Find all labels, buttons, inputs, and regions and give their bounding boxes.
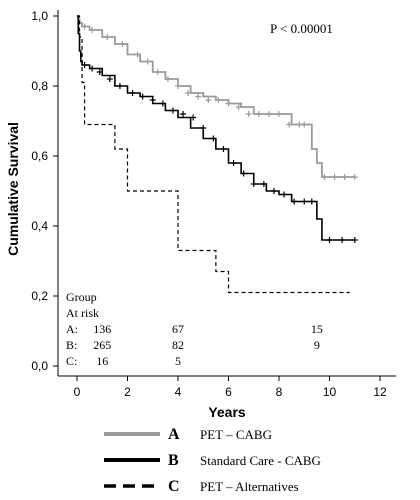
y-tick-label: 0,8: [31, 79, 48, 93]
p-value-annotation: P < 0.00001: [270, 21, 333, 36]
at-risk-table: Group At risk A: 136 67 15 B: 265 82 9 C: 16 5: [66, 290, 323, 368]
x-tick-label: 0: [74, 385, 81, 399]
censor-mark-b: [339, 237, 346, 243]
censor-mark-a: [144, 58, 151, 65]
censor-mark-b: [200, 125, 207, 131]
legend-key-c: C: [168, 478, 180, 495]
legend-key-a: A: [168, 426, 180, 443]
at-risk-row-label-3: C:: [66, 354, 77, 368]
censor-mark-a: [175, 83, 181, 89]
y-ticks: 0,0 0,2 0,4 0,6 0,8 1,0: [31, 9, 58, 373]
x-tick-label: 2: [124, 385, 131, 399]
censor-mark-a: [164, 76, 171, 82]
censor-mark-b: [129, 90, 136, 96]
survival-curve-c: [77, 15, 350, 294]
legend-key-b: B: [168, 452, 179, 469]
censor-mark-b: [106, 76, 113, 82]
at-risk-count: 5: [175, 354, 181, 368]
censor-mark-a: [331, 174, 338, 180]
censor-mark-a: [245, 111, 252, 117]
censor-mark-a: [134, 51, 141, 58]
censor-mark-b: [116, 83, 123, 89]
censor-mark-a: [225, 100, 232, 107]
y-tick-label: 1,0: [31, 9, 48, 23]
y-tick-label: 0,2: [31, 289, 48, 303]
at-risk-count: 265: [93, 338, 111, 352]
x-tick-label: 10: [323, 385, 337, 399]
y-axis-title: Cumulative Survival: [5, 122, 21, 256]
at-risk-count: 82: [172, 338, 184, 352]
censor-mark-b: [169, 107, 176, 114]
at-risk-count: 9: [314, 338, 320, 352]
at-risk-count: 136: [93, 322, 111, 336]
censor-mark-a: [235, 104, 242, 110]
censor-mark-b: [190, 114, 197, 121]
censor-mark-a: [351, 174, 358, 180]
censor-mark-a: [286, 121, 293, 128]
x-ticks: 0 2 4 6 8 10 12: [74, 376, 387, 399]
legend-label-b: Standard Care - CABG: [200, 453, 321, 468]
censor-mark-b: [301, 198, 308, 205]
censor-mark-b: [149, 97, 156, 103]
censor-mark-a: [154, 69, 161, 75]
censor-mark-b: [220, 146, 227, 152]
censor-mark-b: [326, 237, 333, 243]
censor-mark-a: [321, 174, 328, 180]
censor-mark-b: [270, 188, 277, 194]
x-tick-label: 8: [276, 385, 283, 399]
censor-mark-b: [250, 181, 257, 187]
legend: A PET – CABG B Standard Care - CABG C PET – A…: [104, 426, 321, 495]
censor-mark-a: [89, 27, 96, 33]
legend-label-c: PET – Alternatives: [200, 479, 299, 494]
censor-mark-b: [139, 93, 146, 100]
censor-mark-b: [230, 160, 237, 166]
x-tick-label: 4: [175, 385, 182, 399]
x-axis-title: Years: [208, 404, 246, 420]
censor-mark-b: [308, 198, 315, 205]
censor-mark-a: [296, 121, 303, 128]
censor-mark-b: [180, 111, 187, 117]
censor-mark-b: [89, 65, 96, 72]
censor-mark-b: [240, 170, 247, 177]
censor-mark-a: [119, 41, 126, 47]
at-risk-row-label-2: B:: [66, 338, 77, 352]
censor-mark-a: [276, 111, 282, 117]
censor-mark-b: [260, 181, 267, 187]
survival-curve-a: [77, 15, 355, 178]
censor-mark-a: [301, 121, 308, 128]
at-risk-count: 16: [96, 354, 108, 368]
censor-mark-b: [81, 62, 88, 68]
censor-mark-b: [210, 135, 217, 142]
censor-mark-b: [159, 100, 166, 107]
censor-mark-b: [351, 237, 358, 243]
censor-mark-a: [341, 174, 348, 180]
censor-mark-a: [265, 111, 272, 117]
censor-mark-a: [205, 97, 212, 103]
censor-mark-b: [96, 69, 103, 75]
legend-label-a: PET – CABG: [200, 427, 272, 442]
at-risk-group-label: Group: [66, 290, 97, 304]
censor-mark-a: [81, 23, 88, 30]
y-tick-label: 0,6: [31, 149, 48, 163]
censor-mark-b: [281, 191, 288, 198]
censor-mark-a: [255, 111, 262, 117]
censor-mark-a: [185, 90, 192, 96]
censor-mark-b: [291, 198, 298, 205]
at-risk-row-label: At risk: [66, 306, 99, 320]
censor-mark-a: [215, 97, 222, 103]
series-layer: [77, 15, 358, 294]
at-risk-count: 67: [172, 322, 184, 336]
censor-mark-a: [104, 34, 111, 40]
y-tick-label: 0,4: [31, 219, 48, 233]
at-risk-count: 15: [311, 322, 323, 336]
at-risk-row-label-1: A:: [66, 322, 78, 336]
y-tick-label: 0,0: [31, 359, 48, 373]
at-risk-rows: A: 136 67 15 B: 265 82 9 C: 16 5: [66, 322, 323, 368]
x-tick-label: 12: [373, 385, 387, 399]
x-tick-label: 6: [225, 385, 232, 399]
survival-curve-b: [77, 15, 355, 241]
censor-mark-a: [195, 93, 202, 100]
